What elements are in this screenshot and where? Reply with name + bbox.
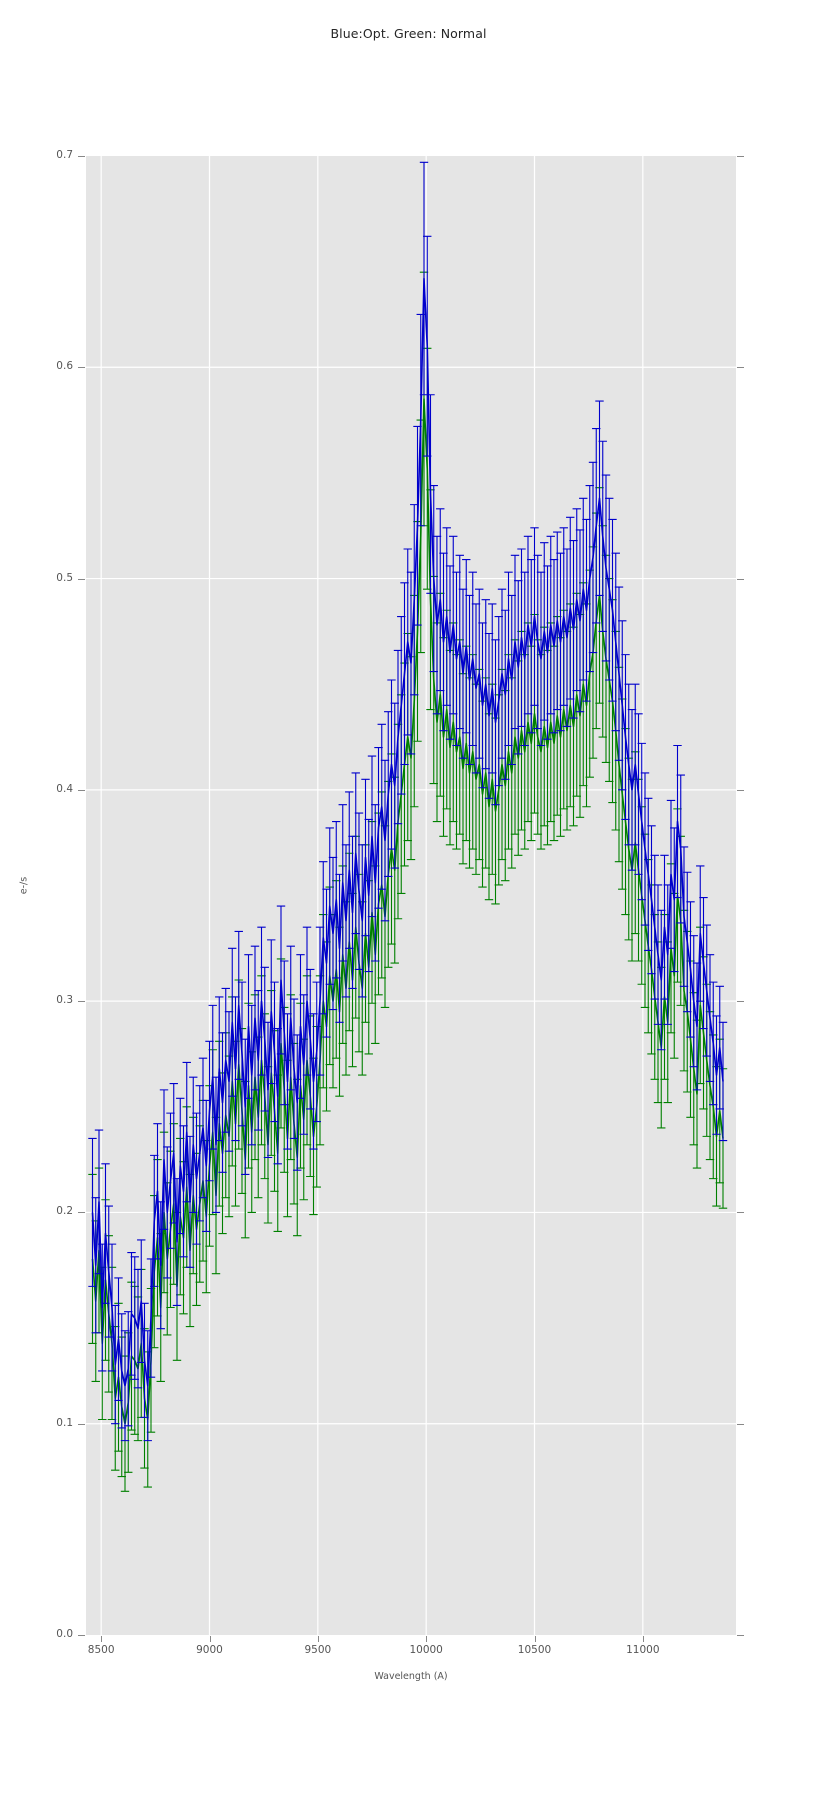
y-tick-mark-right [737,367,744,369]
x-tick-label: 8500 [87,1644,115,1656]
y-tick-mark [78,156,85,157]
x-tick-label: 9000 [196,1644,223,1656]
y-tick-mark-right [737,156,744,157]
x-tick-label: 10500 [517,1644,552,1656]
y-tick-mark [78,1635,85,1636]
y-tick-mark [78,367,85,369]
x-tick-mark [642,1636,644,1642]
y-tick-mark [78,1001,85,1003]
y-axis-label: e-/s [18,876,30,895]
x-tick-label: 9500 [304,1644,332,1656]
x-tick-mark [426,1636,428,1642]
y-tick-mark [78,1212,85,1214]
plot-svg [86,156,736,1635]
y-tick-mark-right [737,789,744,791]
y-tick-label: 0.0 [56,1628,73,1640]
y-tick-mark-right [737,578,744,580]
series-opt [88,161,728,1442]
x-tick-mark [534,1636,536,1642]
y-tick-mark [78,789,85,791]
series-normal [88,271,728,1492]
plot-area [86,156,736,1635]
y-tick-label: 0.4 [56,782,73,795]
x-tick-mark [209,1636,211,1642]
y-tick-label: 0.5 [56,571,73,584]
y-tick-label: 0.7 [56,149,73,161]
y-tick-label: 0.1 [56,1416,73,1429]
y-tick-mark [78,578,85,580]
y-tick-label: 0.3 [56,994,73,1007]
y-tick-mark-right [737,1212,744,1214]
y-tick-mark [78,1423,85,1425]
y-tick-label: 0.2 [56,1205,73,1218]
x-tick-label: 10000 [409,1644,443,1656]
x-tick-mark [317,1636,319,1642]
y-tick-mark-right [737,1635,744,1636]
y-tick-label: 0.6 [56,360,73,373]
x-axis-label: Wavelength (A) [374,1671,448,1682]
x-tick-label: 11000 [626,1644,660,1656]
y-tick-mark-right [737,1423,744,1425]
x-tick-mark [101,1636,103,1642]
chart-title: Blue:Opt. Green: Normal [330,26,487,41]
y-tick-mark-right [737,1001,744,1003]
